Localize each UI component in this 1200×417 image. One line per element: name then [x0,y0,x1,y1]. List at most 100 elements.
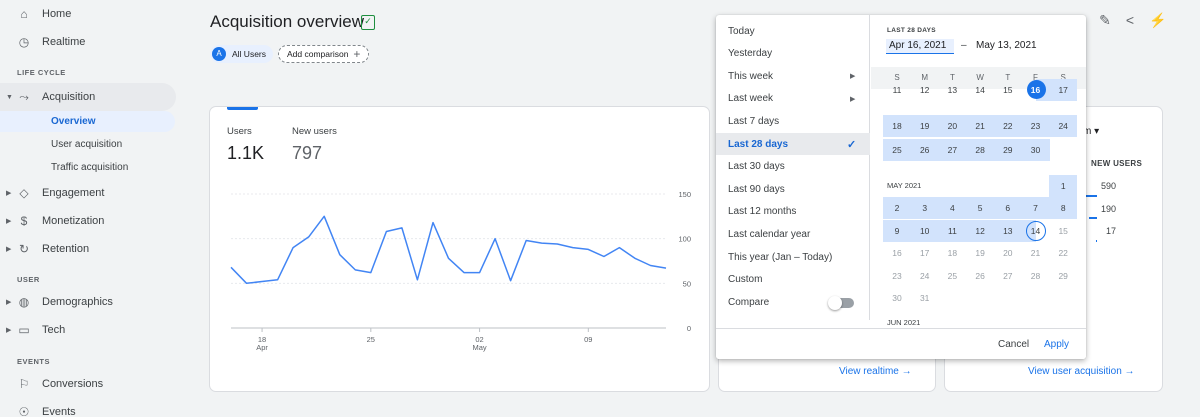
view-user-acquisition-link[interactable]: View user acquisition → [1028,366,1135,377]
calendar-day[interactable]: 9 [883,220,911,242]
calendar-day[interactable]: 12 [966,220,995,242]
calendar-day[interactable]: 15 [1003,85,1013,95]
calendar-day[interactable]: 24 [1049,115,1078,137]
sidebar-item-demographics[interactable]: ▶ ◍ Demographics [6,295,113,309]
calendar-day[interactable]: 13 [993,220,1022,242]
calendar-day[interactable]: 14 [975,85,985,95]
calendar-day[interactable]: 21 [966,115,995,137]
sidebar-item-conversions[interactable]: ⚐ Conversions [18,377,104,391]
calendar-day[interactable]: 20 [938,115,967,137]
edit-report-icon[interactable]: ✎ [1099,12,1111,28]
cancel-button[interactable]: Cancel [998,339,1030,350]
calendar-day[interactable]: 31 [919,293,930,303]
calendar-day[interactable]: 16 [892,248,902,258]
chevron-right-icon: ▶ [850,95,856,103]
preset-item[interactable]: Last 90 days [716,178,870,200]
calendar-day[interactable]: 28 [1030,271,1041,281]
calendar-day[interactable]: 20 [1003,248,1013,258]
calendar-day[interactable]: 25 [947,271,958,281]
add-comparison-button[interactable]: Add comparison + [278,45,370,63]
calendar-day[interactable]: 22 [1058,248,1068,258]
calendar-day[interactable]: 11 [892,85,902,95]
all-users-label: All Users [232,49,267,59]
section-life-cycle: LIFE CYCLE [17,68,66,77]
sidebar-sub-overview[interactable]: Overview [0,111,175,132]
calendar-day[interactable]: 12 [919,85,930,95]
calendar-day[interactable]: 18 [947,248,958,258]
sidebar-item-acquisition[interactable]: ▼ ⤳ Acquisition [0,83,176,111]
calendar-day[interactable]: 18 [883,115,911,137]
sidebar-item-retention[interactable]: ▶ ↻ Retention [6,242,90,256]
calendar-day[interactable]: 27 [1003,271,1013,281]
sidebar-item-realtime[interactable]: ◷ Realtime [18,35,86,49]
calendar-day[interactable]: 23 [1021,115,1050,137]
calendar-day[interactable]: 6 [993,197,1022,219]
sidebar-item-home[interactable]: ⌂ Home [0,0,176,28]
dollar-icon: $ [20,214,28,228]
calendar-day[interactable]: 29 [993,139,1022,161]
calendar-day[interactable]: 27 [938,139,967,161]
calendar-day[interactable]: 21 [1030,248,1041,258]
compare-toggle[interactable] [828,296,854,310]
calendar-day[interactable]: 14 [1030,226,1041,236]
preset-item[interactable]: Last 12 months [716,201,870,223]
new-users-column-header[interactable]: NEW USERS [1091,159,1143,168]
calendar-day[interactable]: 11 [938,220,967,242]
preset-item[interactable]: Today [716,20,870,42]
dimension-dropdown[interactable]: m ▾ [1083,126,1100,137]
sidebar-item-tech[interactable]: ▶ ▭ Tech [6,323,66,337]
calendar-day[interactable]: 30 [892,293,902,303]
calendar-day[interactable]: 1 [1049,175,1078,197]
calendar-day[interactable]: 2 [883,197,911,219]
calendar-day[interactable]: 17 [1049,79,1078,101]
calendar-day[interactable]: 26 [910,139,939,161]
all-users-chip[interactable]: A All Users [210,45,274,63]
calendar-day[interactable]: 16 [1030,85,1041,95]
view-realtime-link[interactable]: View realtime → [839,366,912,377]
calendar-day[interactable]: 24 [919,271,930,281]
calendar-day[interactable]: 23 [892,271,902,281]
preset-item[interactable]: Last 7 days [716,110,870,132]
calendar-day[interactable]: 19 [910,115,939,137]
calendar-day[interactable]: 10 [910,220,939,242]
sidebar-item-events[interactable]: ☉ Events [18,405,76,417]
apply-button[interactable]: Apply [1044,339,1070,350]
sidebar-item-engagement[interactable]: ▶ ◇ Engagement [6,186,105,200]
sidebar-sub-user-acquisition[interactable]: User acquisition [51,139,123,150]
preset-item[interactable]: Yesterday [716,43,870,65]
preset-item[interactable]: Custom [716,269,870,291]
share-icon[interactable]: < [1125,12,1135,28]
sidebar-sub-traffic-acquisition[interactable]: Traffic acquisition [51,162,129,173]
end-date-input[interactable]: May 13, 2021 [976,40,1037,51]
calendar-day[interactable]: 13 [947,85,958,95]
start-date-input[interactable]: Apr 16, 2021 [886,39,954,54]
preset-item[interactable]: Last week ▶ [716,88,870,110]
calendar-day[interactable]: 30 [1021,139,1050,161]
check-icon[interactable]: ✓ [361,15,375,30]
metric-new-users-label[interactable]: New users [292,126,337,137]
caret-right-icon: ▶ [6,299,12,306]
calendar-day[interactable]: 15 [1058,226,1068,236]
calendar-day[interactable]: 28 [966,139,995,161]
calendar-day[interactable]: 26 [975,271,985,281]
preset-label: Last 30 days [728,161,785,173]
calendar-day[interactable]: 17 [919,248,930,258]
calendar-day[interactable]: 4 [938,197,967,219]
preset-item[interactable]: This week ▶ [716,65,870,87]
calendar-day[interactable]: 22 [993,115,1022,137]
preset-item[interactable]: Last calendar year [716,223,870,245]
preset-item[interactable]: Last 28 days ✓ [716,133,870,155]
insights-icon[interactable]: ⚡ [1149,12,1167,28]
sidebar-item-monetization[interactable]: ▶ $ Monetization [6,214,105,228]
preset-item[interactable]: This year (Jan – Today) [716,246,870,268]
calendar-day[interactable]: 5 [966,197,995,219]
calendar-day[interactable]: 25 [883,139,911,161]
metric-users-label[interactable]: Users [227,126,252,137]
calendar-day[interactable]: 29 [1058,271,1068,281]
calendar-day[interactable]: 3 [910,197,939,219]
calendar-day[interactable]: 7 [1021,197,1050,219]
calendar-day[interactable]: 8 [1049,197,1078,219]
calendar-day[interactable]: 19 [975,248,985,258]
preset-item[interactable]: Last 30 days [716,156,870,178]
series-line[interactable] [230,215,667,285]
